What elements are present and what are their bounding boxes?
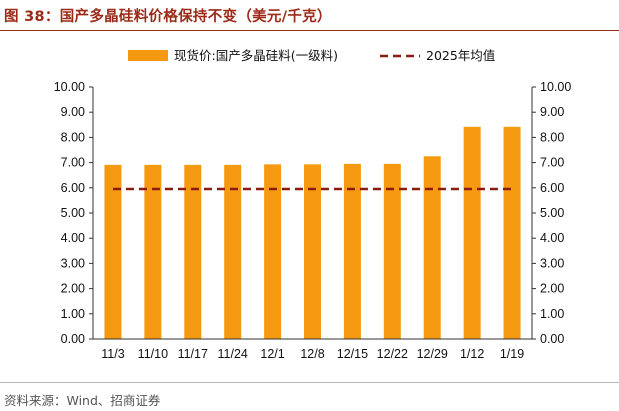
y2-tick-label: 2.00	[540, 282, 564, 296]
bar-series	[104, 126, 521, 339]
bar-line-chart: 现货价:国产多晶硅料(一级料) 2025年均值 0.00 1.00 2.00 3.00 4…	[54, 48, 572, 361]
x-tick-label: 11/24	[218, 347, 248, 361]
bar	[503, 126, 521, 339]
bar	[304, 164, 321, 339]
y2-tick-label: 4.00	[540, 231, 564, 245]
bar	[383, 163, 401, 339]
bar	[184, 164, 202, 339]
bar	[423, 156, 441, 339]
axes: 0.00 1.00 2.00 3.00 4.00 5.00 6.00 7.00 8.00 9.00…	[54, 80, 572, 361]
y-tick-label: 3.00	[61, 256, 85, 270]
x-tick-label: 1/19	[500, 347, 524, 361]
source-note: 资料来源：Wind、招商证券	[4, 393, 161, 408]
bar	[224, 164, 242, 339]
y-tick-label: 8.00	[61, 130, 85, 144]
y2-tick-label: 9.00	[540, 105, 564, 119]
y2-tick-label: 10.00	[540, 80, 571, 94]
bar	[144, 164, 162, 339]
x-tick-label: 11/17	[178, 347, 208, 361]
legend-label-bar: 现货价:国产多晶硅料(一级料)	[174, 48, 338, 63]
legend-swatch-bar	[128, 50, 168, 61]
x-tick-label: 12/15	[337, 347, 368, 361]
y2-tick-label: 7.00	[540, 156, 564, 170]
y2-tick-label: 6.00	[540, 181, 564, 195]
bar	[463, 126, 481, 339]
x-tick-label: 11/3	[101, 347, 124, 361]
y2-tick-label: 1.00	[540, 307, 564, 321]
x-tick-label: 12/29	[417, 347, 448, 361]
y-tick-label: 9.00	[61, 105, 85, 119]
x-tick-label: 12/8	[300, 347, 324, 361]
y-tick-label: 2.00	[61, 282, 85, 296]
title-divider	[0, 30, 619, 31]
x-tick-label: 11/10	[138, 347, 168, 361]
y2-tick-label: 3.00	[540, 256, 564, 270]
y-tick-label: 10.00	[54, 80, 85, 94]
y2-tick-label: 5.00	[540, 206, 564, 220]
legend-label-line: 2025年均值	[426, 48, 495, 63]
legend: 现货价:国产多晶硅料(一级料) 2025年均值	[128, 48, 495, 63]
bar	[264, 164, 282, 339]
y-tick-label: 6.00	[61, 181, 85, 195]
y-tick-label: 0.00	[61, 332, 85, 346]
y-tick-label: 7.00	[61, 156, 85, 170]
y-tick-label: 5.00	[61, 206, 85, 220]
y2-tick-label: 0.00	[540, 332, 564, 346]
y-tick-label: 4.00	[61, 231, 85, 245]
chart-title: 图 38：国产多晶硅料价格保持不变（美元/千克）	[4, 9, 332, 25]
bar	[343, 163, 361, 339]
y-tick-label: 1.00	[61, 307, 85, 321]
footer-divider	[0, 382, 619, 383]
y2-tick-label: 8.00	[540, 130, 564, 144]
x-tick-label: 1/12	[460, 347, 484, 361]
x-tick-label: 12/22	[377, 347, 408, 361]
x-tick-label: 12/1	[260, 347, 284, 361]
bar	[104, 164, 122, 339]
